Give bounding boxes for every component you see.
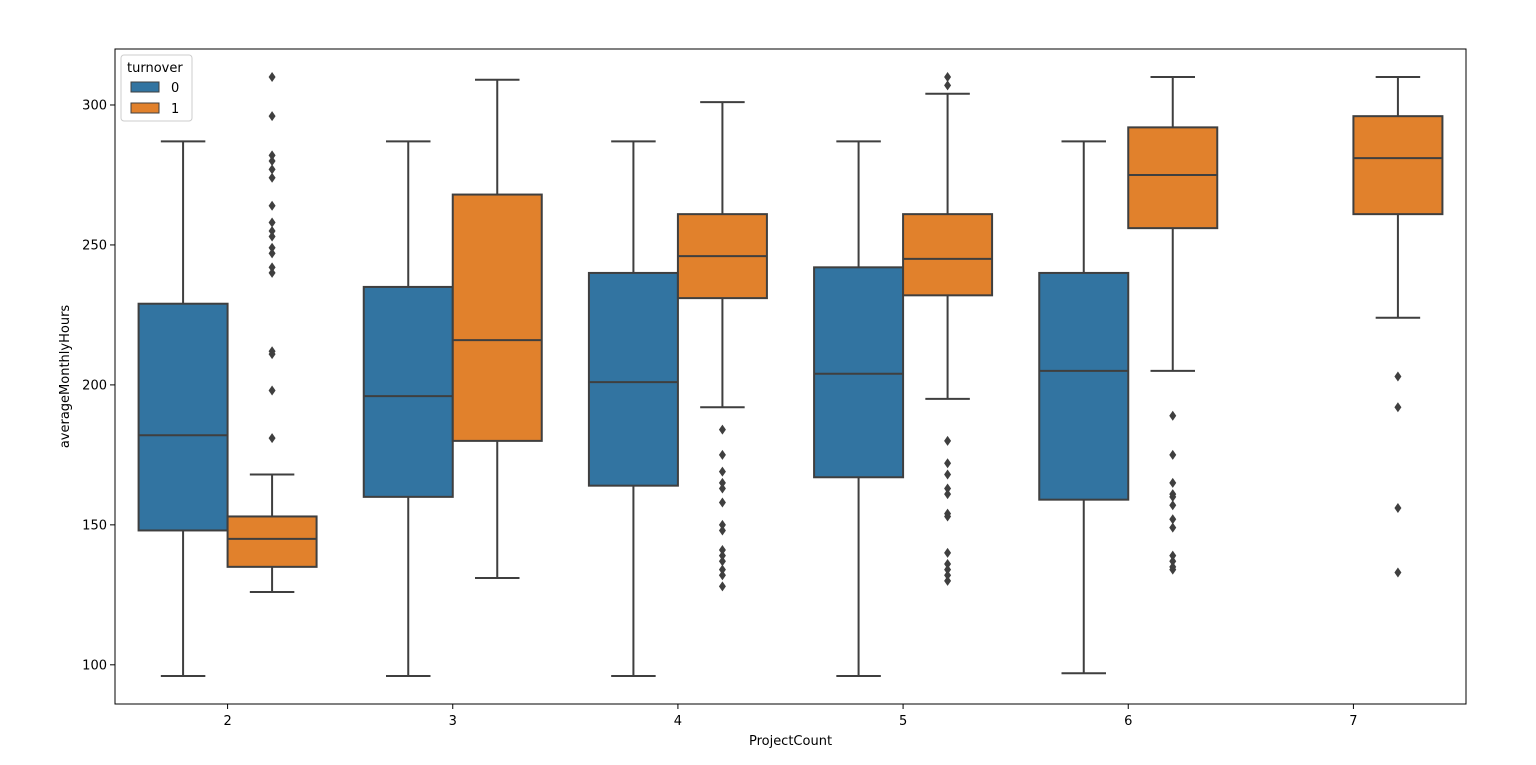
outlier-series-1-cat-7-3 — [1394, 567, 1402, 578]
outlier-series-1-cat-2-2 — [268, 150, 276, 161]
outlier-series-1-cat-2-16 — [268, 385, 276, 396]
outlier-series-1-cat-4-11 — [718, 564, 726, 575]
outlier-series-1-cat-6-5 — [1169, 500, 1177, 511]
legend-title: turnover — [127, 61, 183, 76]
box-series-1-cat-6 — [1127, 126, 1219, 230]
x-tick-label-4: 4 — [674, 714, 682, 729]
legend-label-0: 0 — [171, 81, 179, 96]
outlier-series-1-cat-2-3 — [268, 155, 276, 166]
outlier-series-1-cat-4-1 — [718, 449, 726, 460]
plot-frame — [114, 48, 1467, 705]
outlier-series-1-cat-5-4 — [944, 469, 952, 480]
outlier-series-1-cat-4-8 — [718, 545, 726, 556]
outlier-series-1-cat-4-5 — [718, 497, 726, 508]
legend: turnover 0 1 — [120, 54, 193, 122]
outlier-series-1-cat-2-9 — [268, 231, 276, 242]
outlier-series-1-cat-5-8 — [944, 511, 952, 522]
box-series-1-cat-2 — [226, 515, 318, 568]
outlier-series-1-cat-2-7 — [268, 217, 276, 228]
outlier-series-1-cat-2-1 — [268, 111, 276, 122]
x-tick-label-3: 3 — [449, 714, 457, 729]
outlier-series-1-cat-4-10 — [718, 556, 726, 567]
outlier-series-1-cat-2-6 — [268, 200, 276, 211]
legend-label-1: 1 — [171, 102, 179, 117]
y-tick-label-150: 150 — [82, 518, 107, 533]
outlier-series-1-cat-5-1 — [944, 80, 952, 91]
outlier-series-1-cat-4-6 — [718, 519, 726, 530]
box-series-0-cat-3 — [362, 285, 454, 498]
outlier-series-1-cat-6-1 — [1169, 449, 1177, 460]
outlier-series-1-cat-6-8 — [1169, 550, 1177, 561]
x-tick-label-7: 7 — [1349, 714, 1357, 729]
outlier-series-1-cat-4-2 — [718, 466, 726, 477]
outlier-series-1-cat-6-9 — [1169, 556, 1177, 567]
outlier-series-1-cat-2-13 — [268, 267, 276, 278]
outlier-series-1-cat-4-9 — [718, 550, 726, 561]
axes: 100 150 200 250 300 2 3 4 5 6 7 — [82, 48, 1467, 729]
x-tick-label-5: 5 — [899, 714, 907, 729]
x-axis-label: ProjectCount — [749, 734, 832, 749]
outlier-series-1-cat-4-3 — [718, 477, 726, 488]
outlier-series-1-cat-4-13 — [718, 581, 726, 592]
outlier-series-1-cat-5-12 — [944, 570, 952, 581]
outlier-series-1-cat-4-7 — [718, 525, 726, 536]
plot-area — [137, 71, 1444, 678]
y-tick-label-250: 250 — [82, 238, 107, 253]
outlier-series-1-cat-5-2 — [944, 435, 952, 446]
outlier-series-1-cat-5-5 — [944, 483, 952, 494]
box-series-1-cat-3 — [451, 193, 543, 442]
outlier-series-1-cat-2-15 — [268, 349, 276, 360]
legend-swatch-1 — [130, 102, 160, 114]
outlier-series-1-cat-5-13 — [944, 575, 952, 586]
outlier-series-1-cat-2-12 — [268, 262, 276, 273]
outlier-series-1-cat-4-0 — [718, 424, 726, 435]
outlier-series-1-cat-7-1 — [1394, 402, 1402, 413]
box-series-0-cat-4 — [587, 271, 679, 487]
legend-swatch-0 — [130, 81, 160, 93]
outlier-series-1-cat-5-11 — [944, 564, 952, 575]
x-tick-label-6: 6 — [1124, 714, 1132, 729]
outlier-series-1-cat-2-10 — [268, 242, 276, 253]
y-axis-label: averageMonthlyHours — [58, 305, 73, 449]
outlier-series-1-cat-2-0 — [268, 71, 276, 82]
outlier-series-1-cat-5-10 — [944, 559, 952, 570]
x-tick-label-2: 2 — [223, 714, 231, 729]
box-series-0-cat-2 — [137, 302, 229, 532]
box-series-0-cat-6 — [1038, 271, 1130, 501]
box-series-1-cat-5 — [902, 213, 994, 297]
outlier-series-1-cat-6-7 — [1169, 522, 1177, 533]
outlier-series-1-cat-6-0 — [1169, 410, 1177, 421]
outlier-series-1-cat-7-0 — [1394, 371, 1402, 382]
outlier-series-1-cat-2-11 — [268, 248, 276, 259]
outlier-series-1-cat-2-5 — [268, 172, 276, 183]
outlier-series-1-cat-2-4 — [268, 164, 276, 175]
outlier-series-1-cat-7-2 — [1394, 503, 1402, 514]
box-series-1-cat-7 — [1352, 115, 1444, 216]
outlier-series-1-cat-5-3 — [944, 458, 952, 469]
outlier-series-1-cat-5-9 — [944, 547, 952, 558]
y-tick-label-200: 200 — [82, 378, 107, 393]
outlier-series-1-cat-4-4 — [718, 483, 726, 494]
outlier-series-1-cat-2-17 — [268, 433, 276, 444]
outlier-series-1-cat-5-6 — [944, 489, 952, 500]
box-series-0-cat-5 — [813, 266, 905, 479]
outlier-series-1-cat-4-12 — [718, 570, 726, 581]
y-tick-label-100: 100 — [82, 658, 107, 673]
outlier-series-1-cat-5-0 — [944, 71, 952, 82]
outlier-series-1-cat-6-2 — [1169, 477, 1177, 488]
outlier-series-1-cat-2-8 — [268, 225, 276, 236]
outlier-series-1-cat-6-6 — [1169, 514, 1177, 525]
y-tick-label-300: 300 — [82, 98, 107, 113]
outlier-series-1-cat-6-4 — [1169, 491, 1177, 502]
outlier-series-1-cat-6-11 — [1169, 564, 1177, 575]
